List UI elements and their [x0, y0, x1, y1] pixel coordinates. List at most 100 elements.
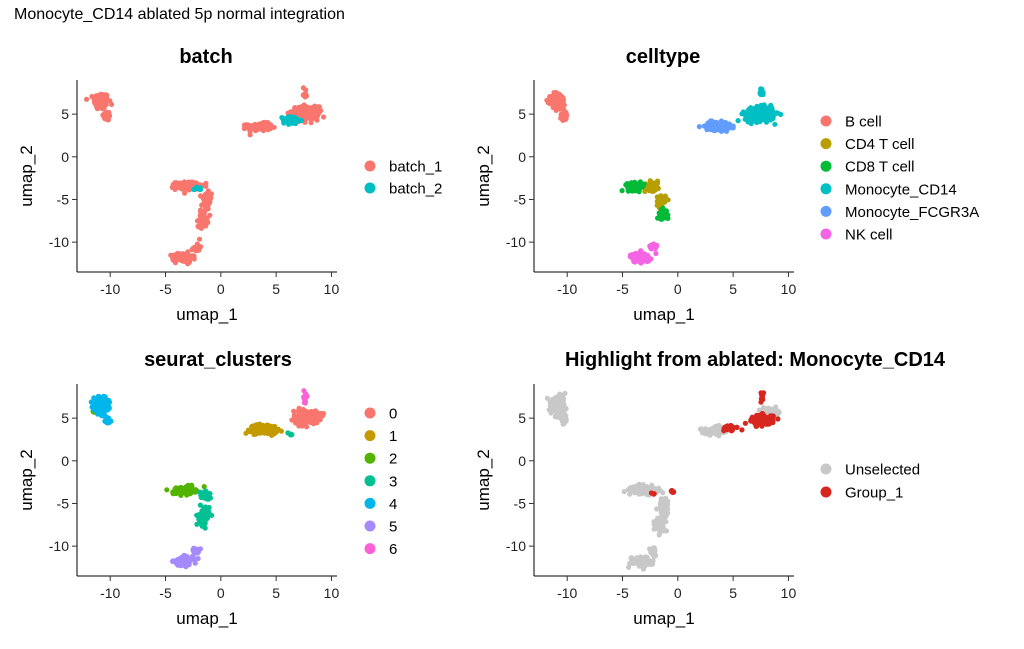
data-point [654, 185, 660, 192]
data-point [292, 420, 299, 426]
panel-title: batch [179, 46, 232, 68]
x-tick-label: -5 [159, 585, 172, 601]
data-point [186, 560, 192, 566]
data-point [642, 251, 648, 257]
legend-key [364, 475, 376, 487]
data-point [658, 206, 665, 213]
data-point [182, 190, 188, 196]
data-point [655, 521, 661, 527]
data-point [742, 420, 749, 426]
data-point [729, 427, 736, 433]
data-point [723, 125, 729, 131]
data-point [712, 426, 718, 432]
data-point [320, 412, 326, 418]
x-tick-label: 5 [729, 585, 737, 601]
y-tick-label: 0 [61, 149, 69, 165]
legend-label: Monocyte_FCGR3A [845, 204, 979, 221]
data-point [316, 104, 322, 110]
legend-label: Unselected [845, 462, 920, 479]
legend-label: Group_1 [845, 485, 903, 502]
data-point [640, 556, 647, 563]
data-point [298, 117, 304, 123]
data-point [91, 395, 97, 401]
data-point [186, 180, 192, 186]
x-tick-label: 0 [674, 281, 682, 297]
data-point [207, 495, 213, 501]
data-point [650, 181, 657, 187]
data-point [546, 99, 552, 105]
points [544, 86, 784, 266]
data-point [301, 396, 307, 402]
points [84, 85, 327, 267]
y-tick-label: -10 [49, 538, 69, 554]
data-point [185, 254, 191, 260]
data-point [175, 252, 181, 258]
data-point [619, 188, 625, 194]
data-point [560, 115, 566, 121]
data-point [205, 195, 211, 201]
data-point [96, 97, 102, 103]
y-tick-label: -10 [49, 234, 69, 250]
data-point [194, 241, 200, 247]
data-point [195, 555, 201, 562]
panel-3: seurat_clusters-10 -5 0 5 1050-5-10umap_1uma… [17, 349, 397, 628]
data-point [764, 415, 770, 421]
data-point [202, 504, 209, 510]
data-point [759, 114, 765, 120]
data-point [300, 406, 306, 413]
panel-2: celltype -10 -5 0 5 10 5 0 -5 -10 umap_1 umap_2 B ce… [474, 46, 979, 324]
data-point [178, 559, 184, 566]
data-point [302, 94, 308, 100]
data-point [193, 246, 199, 252]
y-tick-label: -5 [57, 191, 70, 207]
data-point [661, 516, 667, 523]
figure-title: Monocyte_CD14 ablated 5p normal integrat… [14, 6, 345, 23]
legend-key [364, 520, 376, 532]
points [544, 390, 782, 572]
data-point [652, 243, 658, 250]
data-point [100, 410, 106, 416]
y-axis-label: umap_2 [474, 145, 493, 206]
data-point [665, 498, 671, 504]
data-point [266, 122, 272, 128]
data-point [249, 124, 255, 130]
data-point [194, 512, 200, 518]
x-tick-label: -10 [100, 281, 120, 297]
data-point [198, 225, 204, 231]
y-tick-label: 0 [61, 453, 69, 469]
data-point [180, 256, 186, 262]
legend-key [364, 543, 376, 555]
data-point [671, 489, 677, 495]
data-point [314, 117, 320, 123]
y-tick-label: 0 [518, 149, 526, 165]
data-point [735, 118, 741, 124]
legend-label: NK cell [845, 227, 893, 244]
data-point [94, 410, 100, 416]
data-point [663, 208, 670, 214]
x-tick-label: -10 [557, 585, 577, 601]
data-point [95, 395, 101, 401]
x-axis-label: umap_1 [176, 609, 237, 628]
data-point [315, 110, 321, 116]
data-point [245, 427, 251, 433]
legend-key [364, 182, 376, 194]
data-point [302, 419, 308, 425]
legend-label: 5 [389, 519, 397, 536]
data-point [193, 549, 199, 555]
data-point [180, 489, 186, 495]
data-point [177, 180, 183, 186]
panel-title: seurat_clusters [144, 349, 292, 371]
legend: B cell CD4 T cell CD8 T cell Monocyte_CD14 M… [820, 114, 979, 244]
data-point [651, 491, 657, 497]
data-point [555, 394, 561, 400]
data-point [705, 120, 712, 126]
legend-label: 2 [389, 451, 397, 468]
data-point [199, 520, 205, 526]
data-point [186, 259, 192, 265]
data-point [631, 253, 637, 259]
y-tick-label: -5 [514, 191, 527, 207]
x-tick-label: 10 [324, 281, 340, 297]
x-axis-label: umap_1 [633, 305, 694, 324]
data-point [107, 98, 113, 104]
